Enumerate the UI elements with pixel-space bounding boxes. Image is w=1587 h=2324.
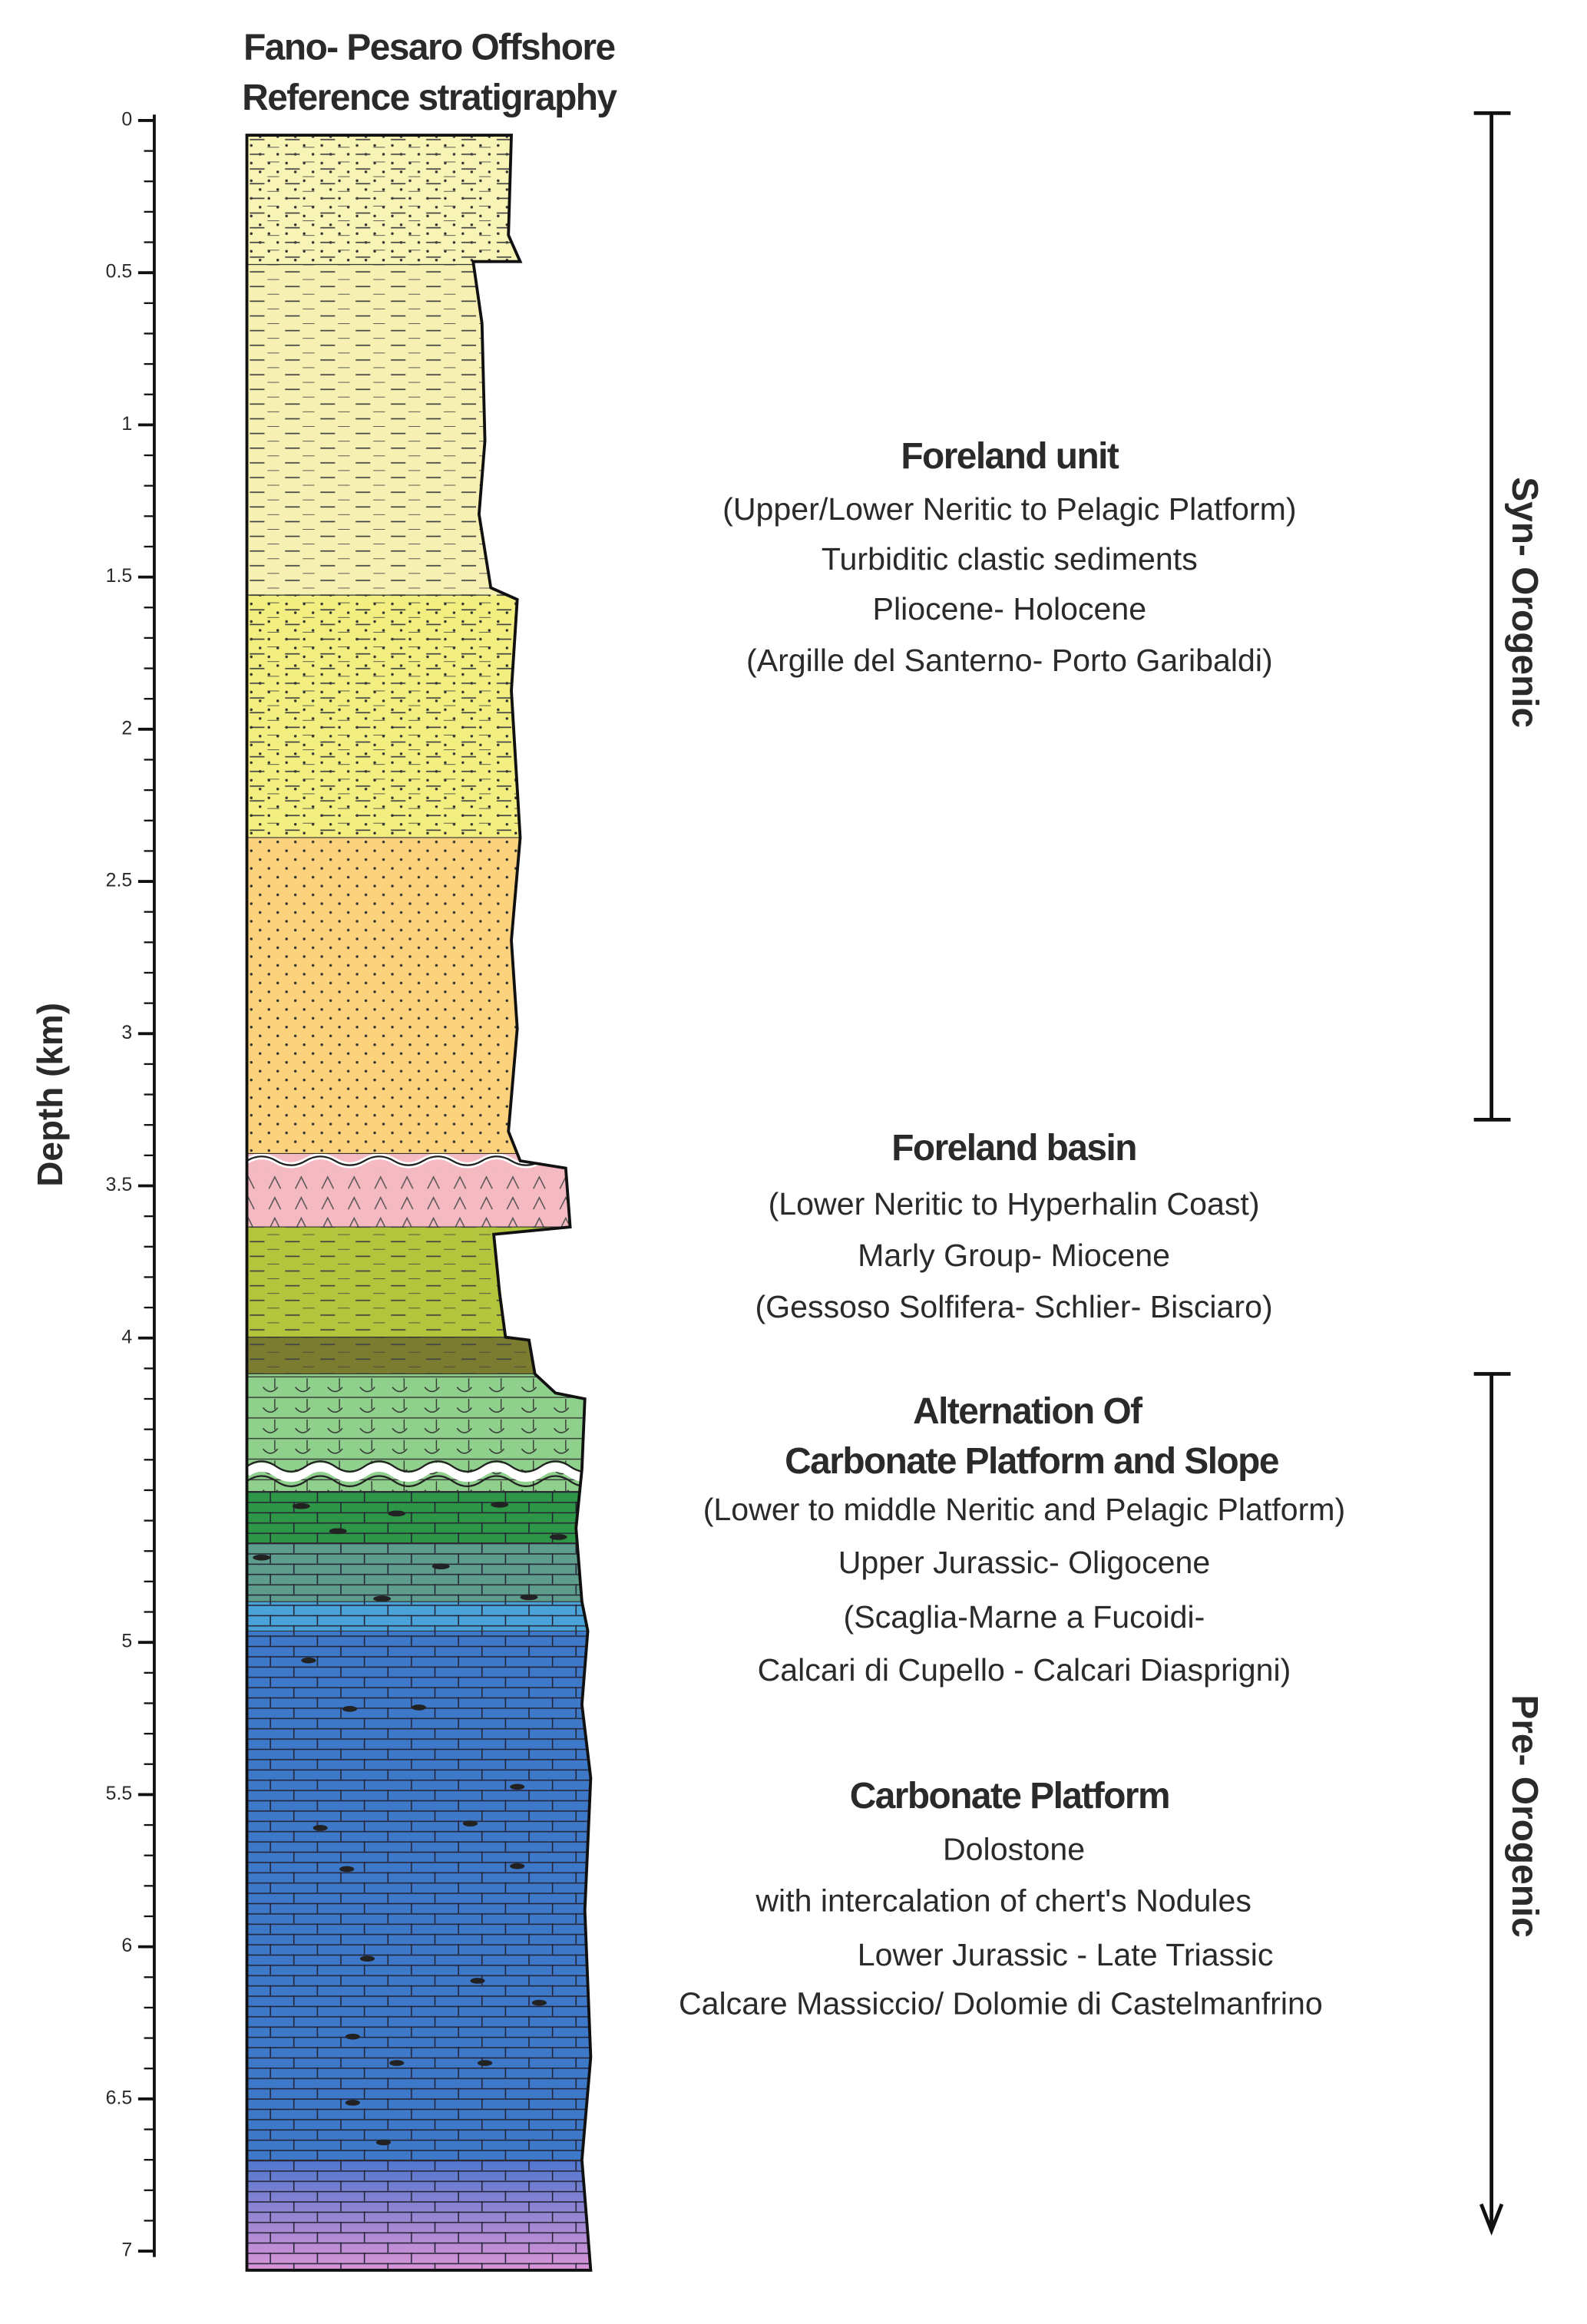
- unit-name: Foreland basin: [891, 1128, 1136, 1169]
- unit-name: Carbonate Platform and Slope: [785, 1441, 1278, 1482]
- pattern: [246, 1491, 591, 2270]
- tick-label: 7: [121, 2240, 132, 2261]
- phase-brackets: [1473, 111, 1511, 2236]
- tick-label: 0.5: [106, 261, 133, 283]
- unit-line: (Argille del Santerno- Porto Garibaldi): [746, 643, 1273, 678]
- unit-line: (Scaglia-Marne a Fucoidi-: [844, 1599, 1205, 1635]
- axis-label: Depth (km): [30, 1003, 70, 1187]
- unit-line: Dolostone: [943, 1831, 1085, 1866]
- unit-line: Upper Jurassic- Oligocene: [838, 1545, 1211, 1580]
- tick-label: 3: [121, 1022, 132, 1043]
- tick-label: 0: [121, 109, 132, 131]
- tick-label: 6.5: [106, 2087, 133, 2108]
- tick-label: 5.5: [106, 1783, 133, 1804]
- unit-line: Calcari di Cupello - Calcari Diasprigni): [758, 1652, 1291, 1688]
- tick-label: 5: [121, 1631, 132, 1652]
- pattern: [246, 1168, 591, 1228]
- phase-label: Syn- Orogenic: [1504, 477, 1545, 728]
- unit-line: Lower Jurassic - Late Triassic: [858, 1937, 1274, 1972]
- title-line: Reference stratigraphy: [242, 78, 617, 118]
- unit-line: (Gessoso Solfifera- Schlier- Bisciaro): [755, 1289, 1272, 1324]
- column-outline: [245, 134, 593, 2272]
- tick-label: 6: [121, 1935, 132, 1956]
- unit-line: Turbiditic clastic sediments: [822, 541, 1198, 577]
- unit-name: Alternation Of: [913, 1391, 1143, 1432]
- title-line: Fano- Pesaro Offshore: [243, 28, 614, 68]
- unconformity: [246, 1460, 591, 1488]
- unit-name: Carbonate Platform: [850, 1776, 1169, 1817]
- phase-label: Pre- Orogenic: [1504, 1694, 1545, 1937]
- unit-line: (Upper/Lower Neritic to Pelagic Platform…: [722, 491, 1296, 527]
- tick-label: 1: [121, 413, 132, 435]
- unit-line: with intercalation of chert's Nodules: [755, 1883, 1251, 1918]
- unit-line: Calcare Massiccio/ Dolomie di Castelmanf…: [679, 1985, 1323, 2021]
- column-layers: [246, 135, 591, 2270]
- unit-descriptions: Foreland unit (Upper/Lower Neritic to Pe…: [679, 436, 1345, 2022]
- pre-bracket: [1473, 1372, 1511, 2236]
- tick-label: 4: [121, 1326, 132, 1347]
- unit-line: Marly Group- Miocene: [858, 1238, 1170, 1273]
- unit-line: (Lower Neritic to Hyperhalin Coast): [769, 1186, 1260, 1222]
- title: Fano- Pesaro Offshore Reference stratigr…: [242, 28, 619, 118]
- pattern: [246, 1227, 591, 1374]
- unit-name: Foreland unit: [901, 436, 1119, 477]
- unit-line: (Lower to middle Neritic and Pelagic Pla…: [703, 1492, 1346, 1527]
- layer-boundary: [246, 263, 588, 2160]
- syn-bracket: [1473, 111, 1511, 1122]
- unit-line: Pliocene- Holocene: [873, 591, 1147, 626]
- tick-label: 2: [121, 717, 132, 739]
- tick-label: 2.5: [106, 870, 133, 891]
- tick-label: 3.5: [106, 1174, 133, 1195]
- unconformity: [246, 1463, 591, 1483]
- nodules: [253, 1501, 567, 2146]
- unconformity: [246, 1155, 571, 1166]
- pattern: [246, 595, 591, 1154]
- depth-axis: Depth (km) 0 0.5 1 1.5 2 2.5 3 3.5 4 5 5.5 6 6.5 7: [30, 109, 156, 2261]
- tick-label: 1.5: [106, 565, 133, 587]
